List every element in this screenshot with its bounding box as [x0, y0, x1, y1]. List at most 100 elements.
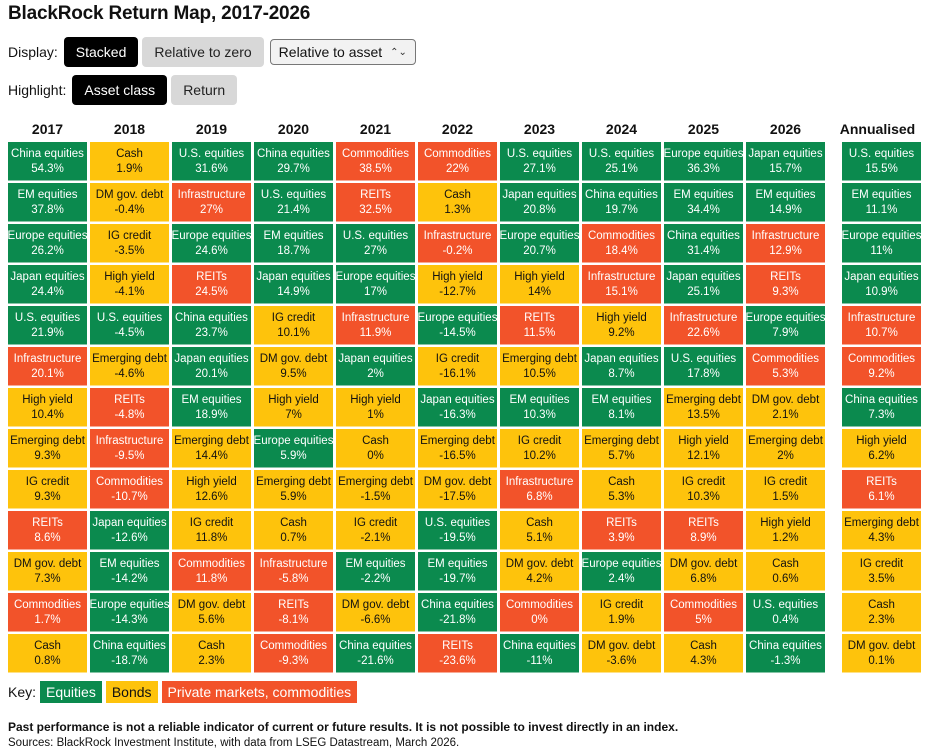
cell-2026-high-yield[interactable]: High yield 1.2%	[746, 511, 825, 550]
cell-2023-europe-equities[interactable]: Europe equities 20.7%	[500, 224, 580, 263]
cell-2018-europe-equities[interactable]: Europe equities -14.3%	[90, 593, 170, 632]
cell-2024-commodities[interactable]: Commodities 18.4%	[582, 224, 661, 263]
cell-2024-infrastructure[interactable]: Infrastructure 15.1%	[582, 265, 661, 304]
cell-2021-high-yield[interactable]: High yield 1%	[336, 388, 415, 427]
cell-2020-japan-equities[interactable]: Japan equities 14.9%	[254, 265, 333, 304]
cell-2017-em-equities[interactable]: EM equities 37.8%	[8, 183, 87, 222]
cell-2018-dm-gov-debt[interactable]: DM gov. debt -0.4%	[90, 183, 169, 222]
cell-2025-europe-equities[interactable]: Europe equities 36.3%	[664, 142, 744, 181]
relative-to-zero-button[interactable]: Relative to zero	[142, 37, 264, 67]
cell-2021-em-equities[interactable]: EM equities -2.2%	[336, 552, 415, 591]
return-button[interactable]: Return	[171, 75, 238, 105]
cell-2023-high-yield[interactable]: High yield 14%	[500, 265, 579, 304]
cell-2019-cash[interactable]: Cash 2.3%	[172, 634, 251, 673]
cell-2022-u-s-equities[interactable]: U.S. equities -19.5%	[418, 511, 497, 550]
cell-2020-ig-credit[interactable]: IG credit 10.1%	[254, 306, 333, 345]
cell-2022-cash[interactable]: Cash 1.3%	[418, 183, 497, 222]
cell-2021-ig-credit[interactable]: IG credit -2.1%	[336, 511, 415, 550]
cell-2020-dm-gov-debt[interactable]: DM gov. debt 9.5%	[254, 347, 333, 386]
cell-annualised-reits[interactable]: REITs 6.1%	[842, 470, 921, 509]
cell-annualised-em-equities[interactable]: EM equities 11.1%	[842, 183, 921, 222]
cell-2017-ig-credit[interactable]: IG credit 9.3%	[8, 470, 87, 509]
cell-2025-reits[interactable]: REITs 8.9%	[664, 511, 743, 550]
cell-2026-china-equities[interactable]: China equities -1.3%	[746, 634, 825, 673]
cell-annualised-japan-equities[interactable]: Japan equities 10.9%	[842, 265, 921, 304]
cell-2021-japan-equities[interactable]: Japan equities 2%	[336, 347, 415, 386]
cell-2019-reits[interactable]: REITs 24.5%	[172, 265, 251, 304]
cell-2025-infrastructure[interactable]: Infrastructure 22.6%	[664, 306, 743, 345]
cell-2021-commodities[interactable]: Commodities 38.5%	[336, 142, 415, 181]
cell-2025-high-yield[interactable]: High yield 12.1%	[664, 429, 743, 468]
cell-2024-reits[interactable]: REITs 3.9%	[582, 511, 661, 550]
cell-2022-em-equities[interactable]: EM equities -19.7%	[418, 552, 497, 591]
cell-2026-infrastructure[interactable]: Infrastructure 12.9%	[746, 224, 825, 263]
cell-2023-em-equities[interactable]: EM equities 10.3%	[500, 388, 579, 427]
cell-2025-em-equities[interactable]: EM equities 34.4%	[664, 183, 743, 222]
cell-2026-em-equities[interactable]: EM equities 14.9%	[746, 183, 825, 222]
cell-annualised-u-s-equities[interactable]: U.S. equities 15.5%	[842, 142, 921, 181]
cell-2019-dm-gov-debt[interactable]: DM gov. debt 5.6%	[172, 593, 251, 632]
cell-2018-china-equities[interactable]: China equities -18.7%	[90, 634, 169, 673]
cell-annualised-high-yield[interactable]: High yield 6.2%	[842, 429, 921, 468]
cell-2025-u-s-equities[interactable]: U.S. equities 17.8%	[664, 347, 743, 386]
cell-annualised-europe-equities[interactable]: Europe equities 11%	[842, 224, 922, 263]
cell-2018-commodities[interactable]: Commodities -10.7%	[90, 470, 169, 509]
cell-2020-u-s-equities[interactable]: U.S. equities 21.4%	[254, 183, 333, 222]
cell-2025-dm-gov-debt[interactable]: DM gov. debt 6.8%	[664, 552, 743, 591]
cell-2018-japan-equities[interactable]: Japan equities -12.6%	[90, 511, 169, 550]
cell-2017-cash[interactable]: Cash 0.8%	[8, 634, 87, 673]
cell-2026-reits[interactable]: REITs 9.3%	[746, 265, 825, 304]
cell-2019-europe-equities[interactable]: Europe equities 24.6%	[172, 224, 252, 263]
cell-2022-china-equities[interactable]: China equities -21.8%	[418, 593, 497, 632]
cell-2025-japan-equities[interactable]: Japan equities 25.1%	[664, 265, 743, 304]
cell-2026-japan-equities[interactable]: Japan equities 15.7%	[746, 142, 825, 181]
cell-2025-emerging-debt[interactable]: Emerging debt 13.5%	[664, 388, 743, 427]
cell-2018-emerging-debt[interactable]: Emerging debt -4.6%	[90, 347, 169, 386]
cell-2023-ig-credit[interactable]: IG credit 10.2%	[500, 429, 579, 468]
cell-2024-high-yield[interactable]: High yield 9.2%	[582, 306, 661, 345]
cell-2019-ig-credit[interactable]: IG credit 11.8%	[172, 511, 251, 550]
cell-2022-japan-equities[interactable]: Japan equities -16.3%	[418, 388, 497, 427]
cell-2022-emerging-debt[interactable]: Emerging debt -16.5%	[418, 429, 497, 468]
stacked-button[interactable]: Stacked	[63, 37, 139, 67]
cell-2022-high-yield[interactable]: High yield -12.7%	[418, 265, 497, 304]
cell-2019-u-s-equities[interactable]: U.S. equities 31.6%	[172, 142, 251, 181]
cell-2019-emerging-debt[interactable]: Emerging debt 14.4%	[172, 429, 251, 468]
cell-2017-infrastructure[interactable]: Infrastructure 20.1%	[8, 347, 87, 386]
cell-2023-dm-gov-debt[interactable]: DM gov. debt 4.2%	[500, 552, 579, 591]
cell-2018-infrastructure[interactable]: Infrastructure -9.5%	[90, 429, 169, 468]
cell-annualised-commodities[interactable]: Commodities 9.2%	[842, 347, 921, 386]
cell-2021-infrastructure[interactable]: Infrastructure 11.9%	[336, 306, 415, 345]
cell-2023-japan-equities[interactable]: Japan equities 20.8%	[500, 183, 579, 222]
cell-2018-high-yield[interactable]: High yield -4.1%	[90, 265, 169, 304]
cell-2026-cash[interactable]: Cash 0.6%	[746, 552, 825, 591]
cell-2026-ig-credit[interactable]: IG credit 1.5%	[746, 470, 825, 509]
cell-2017-china-equities[interactable]: China equities 54.3%	[8, 142, 87, 181]
cell-2025-cash[interactable]: Cash 4.3%	[664, 634, 743, 673]
cell-2024-u-s-equities[interactable]: U.S. equities 25.1%	[582, 142, 661, 181]
cell-2022-europe-equities[interactable]: Europe equities -14.5%	[418, 306, 498, 345]
cell-2021-emerging-debt[interactable]: Emerging debt -1.5%	[336, 470, 415, 509]
cell-2020-europe-equities[interactable]: Europe equities 5.9%	[254, 429, 334, 468]
cell-2020-infrastructure[interactable]: Infrastructure -5.8%	[254, 552, 333, 591]
cell-2022-dm-gov-debt[interactable]: DM gov. debt -17.5%	[418, 470, 497, 509]
cell-2019-china-equities[interactable]: China equities 23.7%	[172, 306, 251, 345]
cell-2020-high-yield[interactable]: High yield 7%	[254, 388, 333, 427]
cell-2017-dm-gov-debt[interactable]: DM gov. debt 7.3%	[8, 552, 87, 591]
cell-2021-china-equities[interactable]: China equities -21.6%	[336, 634, 415, 673]
cell-2024-europe-equities[interactable]: Europe equities 2.4%	[582, 552, 662, 591]
cell-2019-high-yield[interactable]: High yield 12.6%	[172, 470, 251, 509]
cell-annualised-china-equities[interactable]: China equities 7.3%	[842, 388, 921, 427]
cell-2021-cash[interactable]: Cash 0%	[336, 429, 415, 468]
cell-2024-emerging-debt[interactable]: Emerging debt 5.7%	[582, 429, 661, 468]
cell-2026-emerging-debt[interactable]: Emerging debt 2%	[746, 429, 825, 468]
cell-2021-europe-equities[interactable]: Europe equities 17%	[336, 265, 416, 304]
cell-2026-dm-gov-debt[interactable]: DM gov. debt 2.1%	[746, 388, 825, 427]
cell-2024-china-equities[interactable]: China equities 19.7%	[582, 183, 661, 222]
cell-2023-china-equities[interactable]: China equities -11%	[500, 634, 579, 673]
asset-class-button[interactable]: Asset class	[72, 75, 168, 105]
cell-2018-reits[interactable]: REITs -4.8%	[90, 388, 169, 427]
cell-annualised-dm-gov-debt[interactable]: DM gov. debt 0.1%	[842, 634, 921, 673]
cell-2024-japan-equities[interactable]: Japan equities 8.7%	[582, 347, 661, 386]
cell-annualised-ig-credit[interactable]: IG credit 3.5%	[842, 552, 921, 591]
